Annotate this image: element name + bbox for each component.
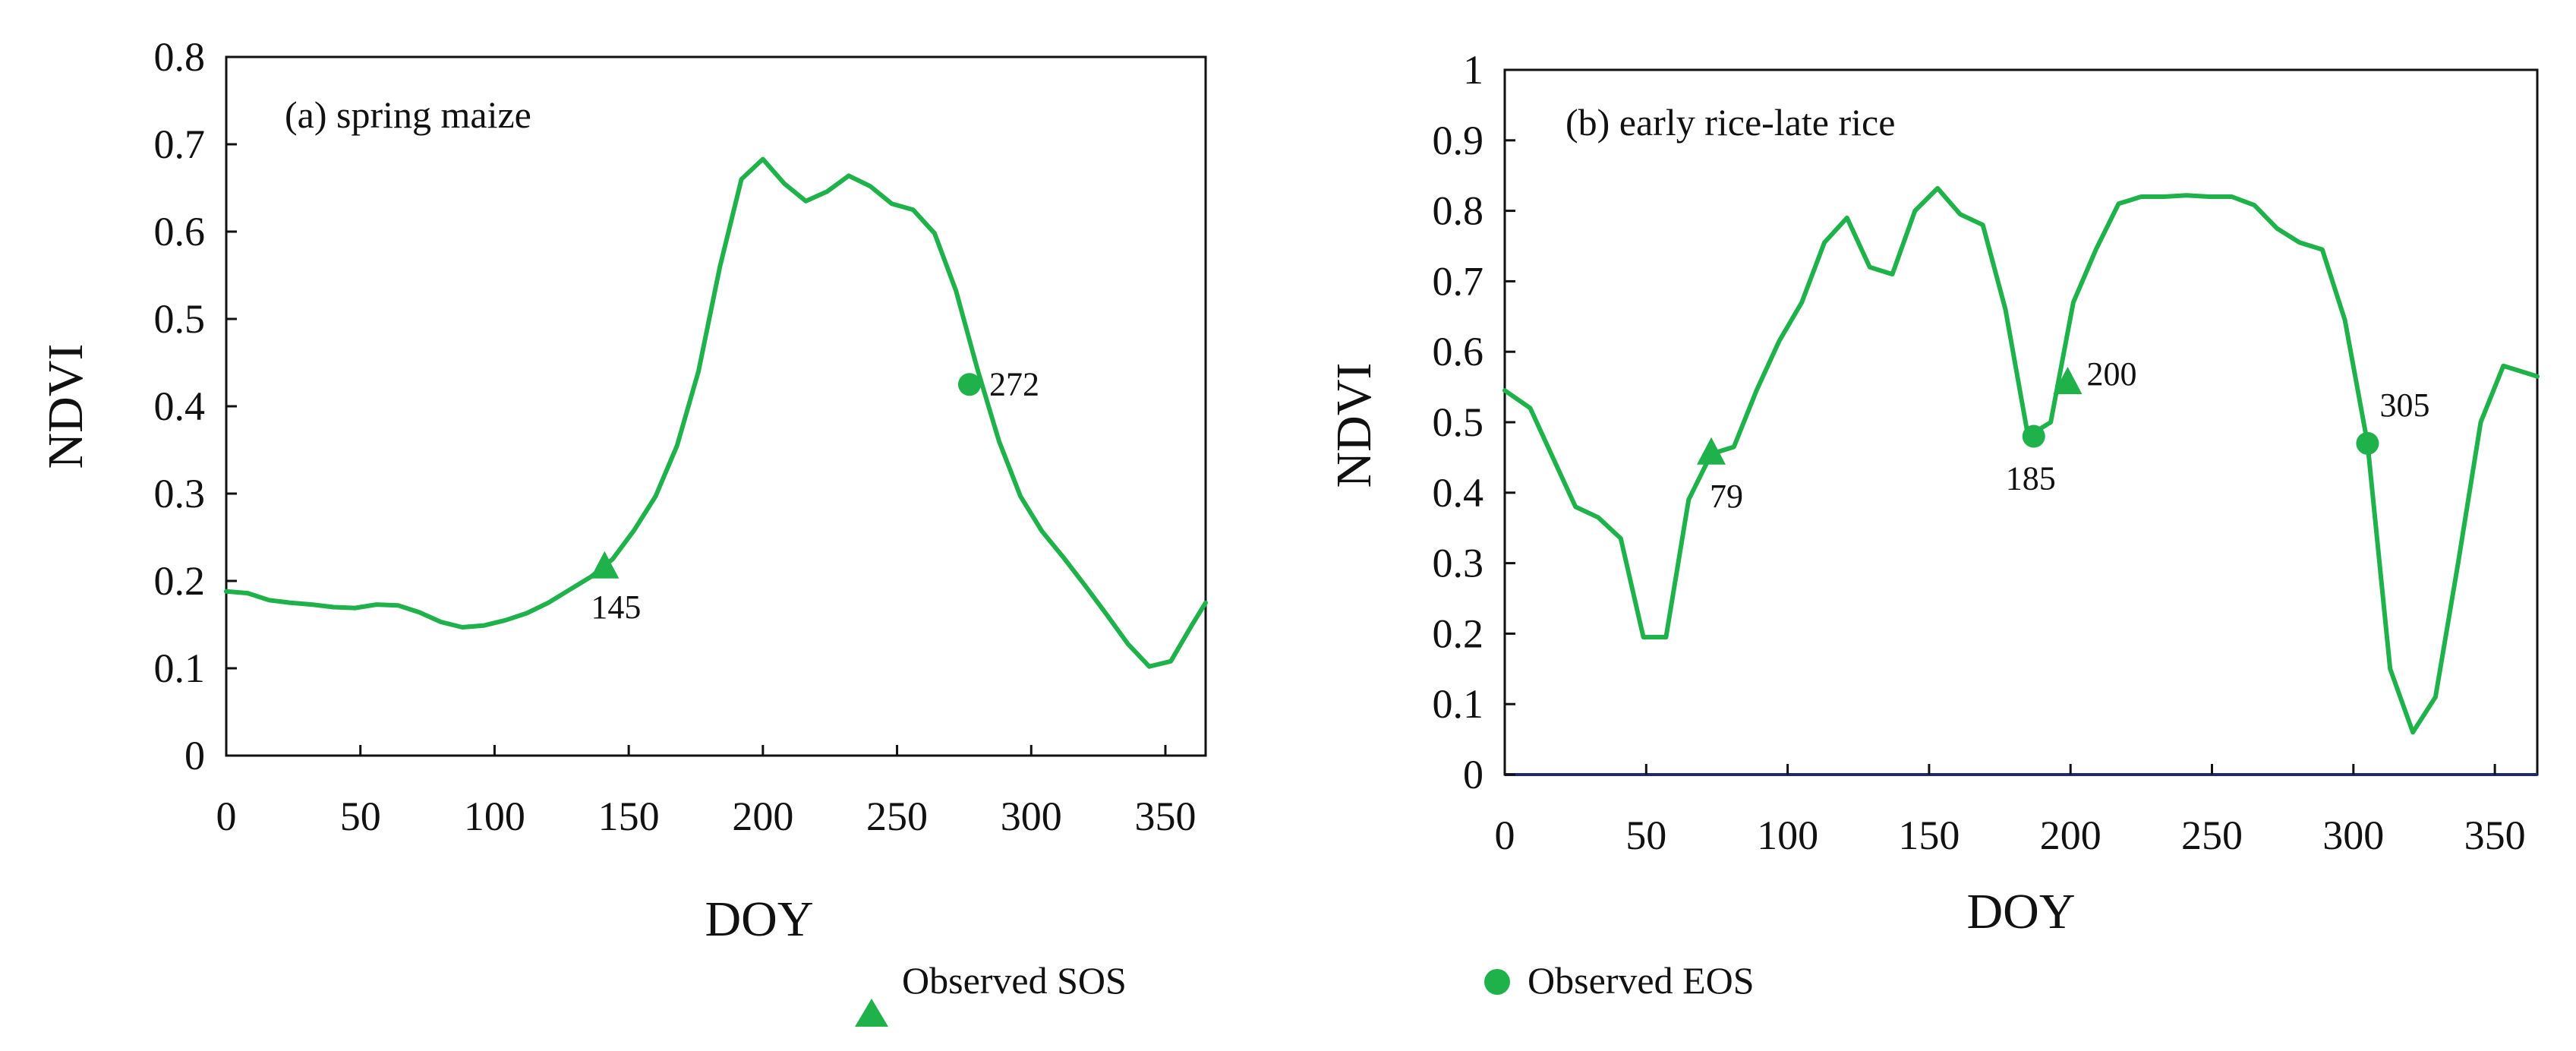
b-marker-label: 79 bbox=[1710, 478, 1743, 515]
b-x-tick-label: 300 bbox=[2322, 813, 2384, 858]
a-x-tick-label: 300 bbox=[1001, 794, 1062, 839]
panel-a-y-ticks: 0 0.1 0.2 0.3 0.4 0.5 0.6 0.7 0.8 bbox=[154, 34, 237, 778]
panel-a-title: (a) spring maize bbox=[285, 93, 531, 136]
a-y-tick-label: 0.5 bbox=[154, 296, 206, 342]
b-y-tick-label: 0.9 bbox=[1433, 118, 1484, 163]
b-x-tick-label: 250 bbox=[2181, 813, 2243, 858]
b-x-tick-label: 150 bbox=[1898, 813, 1960, 858]
b-y-tick-label: 0.3 bbox=[1433, 541, 1484, 586]
a-x-tick-label: 50 bbox=[340, 794, 381, 839]
a-y-tick-label: 0.3 bbox=[154, 471, 206, 516]
panel-a-x-ticks: 0 50 100 150 200 250 300 350 bbox=[216, 745, 1196, 839]
legend: Observed SOS Observed EOS bbox=[855, 959, 1755, 1027]
a-y-tick-label: 0.7 bbox=[154, 122, 206, 167]
panel-a-y-axis-title: NDVI bbox=[38, 344, 93, 469]
panel-b-x-ticks: 0 50 100 150 200 250 300 350 bbox=[1495, 764, 2526, 858]
panel-a-markers: 145 272 bbox=[590, 365, 1039, 626]
a-y-tick-label: 0 bbox=[184, 733, 205, 778]
a-y-tick-label: 0.1 bbox=[154, 645, 206, 691]
b-marker-label: 305 bbox=[2379, 387, 2429, 424]
panel-a-chart: 0 0.1 0.2 0.3 0.4 0.5 0.6 0.7 0.8 0 50 100 150 200 25… bbox=[38, 34, 1208, 947]
a-y-tick-label: 0.4 bbox=[154, 383, 206, 429]
a-x-tick-label: 0 bbox=[216, 794, 237, 839]
b-y-tick-label: 0.8 bbox=[1433, 188, 1484, 234]
b-x-tick-label: 100 bbox=[1757, 813, 1818, 858]
panel-a-series bbox=[224, 156, 1208, 669]
b-marker-label: 200 bbox=[2086, 355, 2136, 393]
b-y-tick-label: 0 bbox=[1463, 752, 1483, 797]
b-sos-marker bbox=[2053, 366, 2083, 394]
a-x-tick-label: 350 bbox=[1134, 794, 1196, 839]
b-y-tick-label: 1 bbox=[1463, 47, 1483, 93]
a-x-tick-label: 150 bbox=[598, 794, 660, 839]
b-y-tick-label: 0.2 bbox=[1433, 611, 1484, 656]
b-x-tick-label: 50 bbox=[1625, 813, 1666, 858]
legend-sos-label: Observed SOS bbox=[902, 959, 1127, 1002]
a-marker-label: 145 bbox=[591, 589, 641, 626]
a-ndvi-line bbox=[224, 156, 1208, 669]
b-y-tick-label: 0.4 bbox=[1433, 470, 1484, 516]
legend-eos-circle-icon bbox=[1484, 969, 1510, 995]
b-eos-marker bbox=[2356, 431, 2379, 455]
b-y-tick-label: 0.6 bbox=[1433, 329, 1484, 374]
a-x-tick-label: 200 bbox=[732, 794, 793, 839]
b-marker-label: 185 bbox=[2006, 460, 2056, 497]
a-sos-marker bbox=[590, 551, 620, 579]
a-x-tick-label: 250 bbox=[866, 794, 928, 839]
panel-a-plot-frame bbox=[225, 55, 1207, 757]
a-y-tick-label: 0.6 bbox=[154, 209, 206, 254]
b-x-tick-label: 200 bbox=[2040, 813, 2101, 858]
a-x-tick-label: 100 bbox=[464, 794, 525, 839]
legend-sos-triangle-icon bbox=[855, 999, 888, 1027]
b-y-tick-label: 0.5 bbox=[1433, 399, 1484, 445]
panel-b-y-ticks: 0 0.1 0.2 0.3 0.4 0.5 0.6 0.7 0.8 0.9 1 bbox=[1433, 47, 1515, 797]
panel-a-x-axis-title: DOY bbox=[705, 892, 814, 947]
panel-b-markers: 79 185 200 305 bbox=[1697, 355, 2429, 515]
a-y-tick-label: 0.2 bbox=[154, 558, 206, 604]
b-x-tick-label: 0 bbox=[1495, 813, 1515, 858]
panel-b-title: (b) early rice-late rice bbox=[1565, 101, 1895, 144]
b-x-tick-label: 350 bbox=[2464, 813, 2526, 858]
a-y-tick-label: 0.8 bbox=[154, 34, 206, 80]
b-sos-marker bbox=[1697, 437, 1726, 465]
panel-b-x-axis-title: DOY bbox=[1967, 884, 2076, 939]
a-marker-label: 272 bbox=[989, 365, 1039, 402]
panel-b-chart: 0 0.1 0.2 0.3 0.4 0.5 0.6 0.7 0.8 0.9 1 0 50 100 150 2… bbox=[1326, 47, 2540, 939]
a-eos-marker bbox=[957, 373, 981, 396]
panel-b-y-axis-title: NDVI bbox=[1326, 363, 1382, 488]
b-y-tick-label: 0.7 bbox=[1433, 258, 1484, 304]
b-eos-marker bbox=[2022, 425, 2045, 448]
b-y-tick-label: 0.1 bbox=[1433, 681, 1484, 727]
legend-eos-label: Observed EOS bbox=[1528, 959, 1755, 1002]
